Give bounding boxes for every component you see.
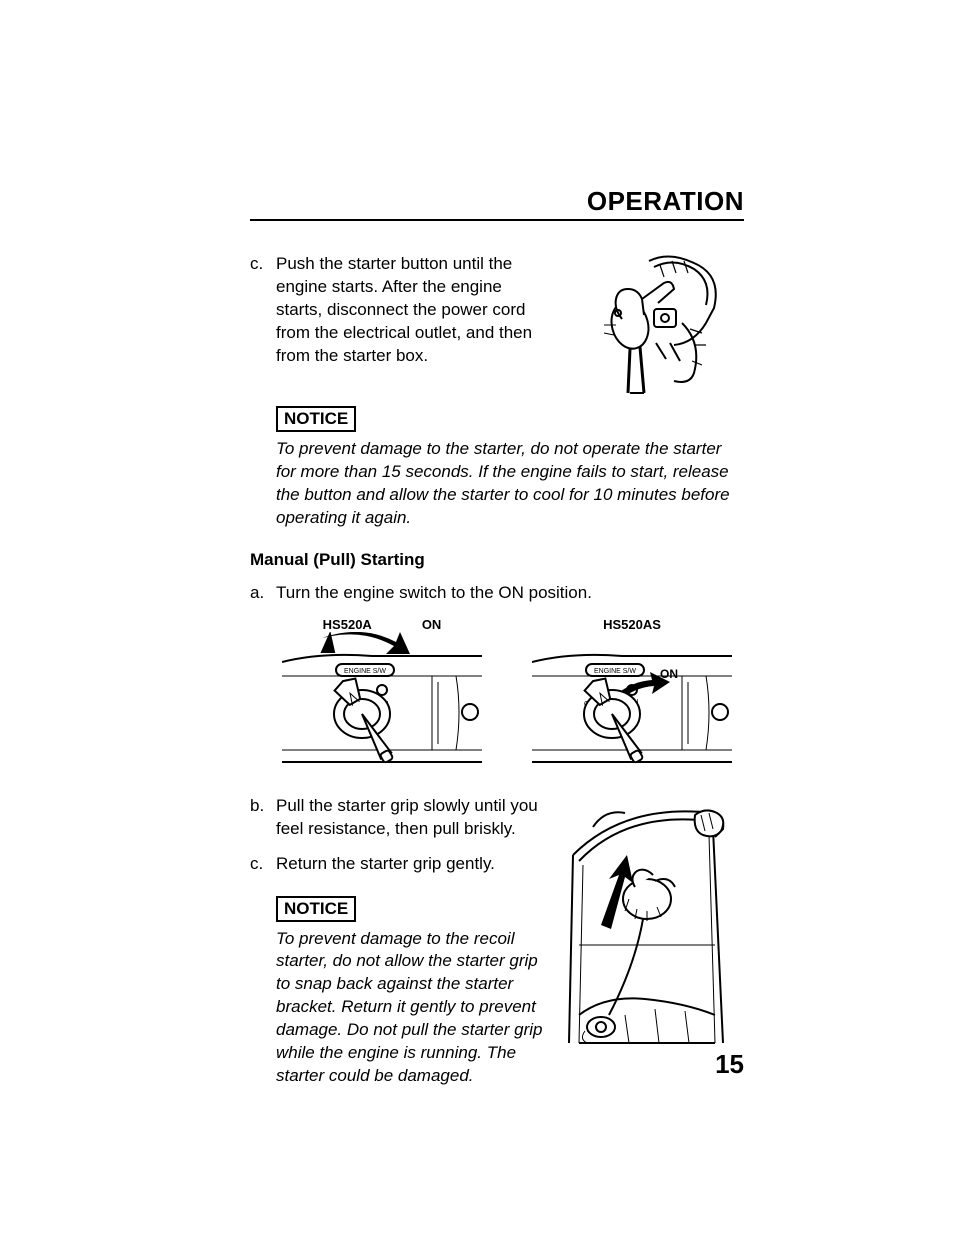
switch-left-figure: ENGINE S/W OFF ON bbox=[282, 632, 482, 772]
step-c2: c. Return the starter grip gently. bbox=[250, 853, 545, 876]
step-c-block: c. Push the starter button until the eng… bbox=[250, 253, 550, 398]
step-c: c. Push the starter button until the eng… bbox=[250, 253, 550, 368]
svg-text:ENGINE S/W: ENGINE S/W bbox=[344, 668, 386, 675]
step-a: a. Turn the engine switch to the ON posi… bbox=[250, 582, 744, 605]
step-c-marker: c. bbox=[250, 253, 276, 368]
notice-2-text: To prevent damage to the recoil starter,… bbox=[276, 928, 545, 1089]
step-a-text: Turn the engine switch to the ON positio… bbox=[276, 582, 744, 605]
switch-left-model: HS520A bbox=[323, 617, 372, 632]
switch-left-block: HS520A ON ENGINE S/W bbox=[282, 617, 482, 777]
page: OPERATION c. Push the starter button unt… bbox=[0, 0, 954, 1235]
starter-button-figure bbox=[594, 253, 744, 398]
pull-starter-figure bbox=[565, 795, 730, 1088]
switch-right-block: HS520AS ENGINE S/W ON OFF bbox=[532, 617, 732, 777]
switch-left-on: ON bbox=[422, 617, 442, 632]
notice-1-label: NOTICE bbox=[276, 406, 356, 432]
step-c2-marker: c. bbox=[250, 853, 276, 876]
page-number: 15 bbox=[715, 1049, 744, 1080]
section-title: OPERATION bbox=[250, 186, 744, 221]
switch-figures-row: HS520A ON ENGINE S/W bbox=[282, 617, 744, 777]
switch-right-model: HS520AS bbox=[603, 617, 661, 632]
svg-text:ON: ON bbox=[660, 667, 678, 681]
pull-left-col: b. Pull the starter grip slowly until yo… bbox=[250, 795, 545, 1088]
step-c-text: Push the starter button until the engine… bbox=[276, 253, 550, 368]
notice-2-label: NOTICE bbox=[276, 896, 356, 922]
manual-pull-heading: Manual (Pull) Starting bbox=[250, 550, 744, 570]
svg-text:ENGINE S/W: ENGINE S/W bbox=[594, 668, 636, 675]
step-b-marker: b. bbox=[250, 795, 276, 841]
step-c2-text: Return the starter grip gently. bbox=[276, 853, 545, 876]
pull-row: b. Pull the starter grip slowly until yo… bbox=[250, 795, 744, 1088]
step-b: b. Pull the starter grip slowly until yo… bbox=[250, 795, 545, 841]
step-b-text: Pull the starter grip slowly until you f… bbox=[276, 795, 545, 841]
step-c-row: c. Push the starter button until the eng… bbox=[250, 253, 744, 398]
switch-right-figure: ENGINE S/W ON OFF ON bbox=[532, 632, 732, 772]
step-a-marker: a. bbox=[250, 582, 276, 605]
notice-1-text: To prevent damage to the starter, do not… bbox=[276, 438, 744, 530]
